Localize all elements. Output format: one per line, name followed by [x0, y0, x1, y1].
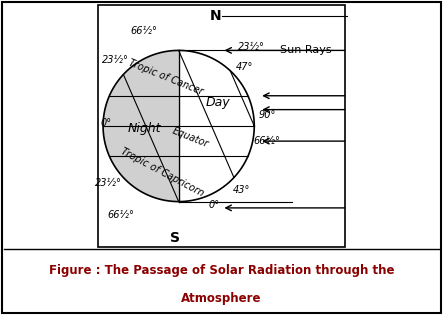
Text: Night: Night [128, 122, 161, 135]
Text: Tropic of Cancer: Tropic of Cancer [127, 57, 205, 96]
Text: 47°: 47° [235, 62, 253, 72]
Text: N: N [210, 9, 221, 23]
Text: 0°: 0° [100, 118, 111, 129]
Text: S: S [170, 231, 180, 245]
Text: Tropic of Capricorn: Tropic of Capricorn [119, 146, 206, 199]
Text: 66½°: 66½° [130, 26, 157, 37]
Text: Day: Day [206, 95, 230, 109]
Text: 66½°: 66½° [253, 136, 280, 146]
Text: 90°: 90° [259, 110, 276, 120]
Text: 23½°: 23½° [95, 178, 121, 188]
Text: 23½°: 23½° [238, 42, 265, 52]
Polygon shape [103, 50, 179, 202]
Text: 66½°: 66½° [107, 210, 134, 220]
Text: 0°: 0° [209, 200, 220, 210]
Text: Figure : The Passage of Solar Radiation through the: Figure : The Passage of Solar Radiation … [49, 265, 394, 278]
Text: Equator: Equator [171, 125, 210, 149]
Text: Sun Rays: Sun Rays [280, 45, 332, 55]
Text: 43°: 43° [233, 185, 250, 195]
Text: Atmosphere: Atmosphere [181, 292, 262, 305]
Text: 23½°: 23½° [102, 55, 129, 66]
